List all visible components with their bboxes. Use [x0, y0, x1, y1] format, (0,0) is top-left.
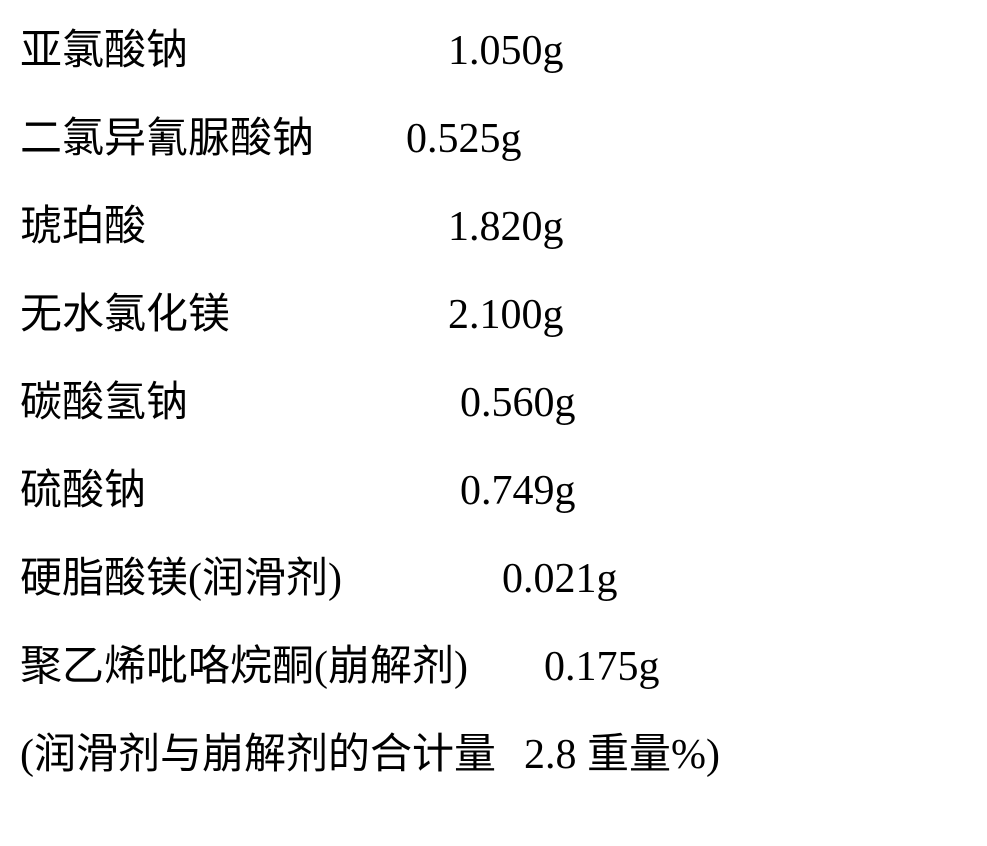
footer-amount: 2.8: [524, 732, 577, 778]
ingredient-value: 0.560g: [460, 382, 576, 424]
ingredient-label: 聚乙烯吡咯烷酮(崩解剂): [20, 646, 468, 688]
ingredient-label: 硬脂酸镁(润滑剂): [20, 558, 342, 600]
ingredient-value: 0.021g: [502, 558, 618, 600]
footer-unit: 重量%): [587, 732, 720, 778]
table-row: 硫酸钠 0.749g: [20, 470, 967, 512]
ingredient-label: 亚氯酸钠: [20, 30, 188, 72]
footer-note: (润滑剂与崩解剂的合计量 2.8 重量%): [20, 734, 967, 776]
table-row: 聚乙烯吡咯烷酮(崩解剂) 0.175g: [20, 646, 967, 688]
ingredient-value: 2.100g: [448, 294, 564, 336]
ingredient-label: 碳酸氢钠: [20, 382, 188, 424]
table-row: 碳酸氢钠 0.560g: [20, 382, 967, 424]
ingredient-value: 1.050g: [448, 30, 564, 72]
table-row: 硬脂酸镁(润滑剂) 0.021g: [20, 558, 967, 600]
ingredient-value: 0.525g: [406, 118, 522, 160]
table-row: 二氯异氰脲酸钠 0.525g: [20, 118, 967, 160]
ingredient-label: 硫酸钠: [20, 470, 146, 512]
ingredient-list: 亚氯酸钠 1.050g 二氯异氰脲酸钠 0.525g 琥珀酸 1.820g 无水…: [0, 0, 987, 796]
ingredient-value: 1.820g: [448, 206, 564, 248]
ingredient-value: 0.749g: [460, 470, 576, 512]
ingredient-label: 无水氯化镁: [20, 294, 230, 336]
ingredient-label: 二氯异氰脲酸钠: [20, 118, 314, 160]
footer-prefix: (润滑剂与崩解剂的合计量: [20, 732, 496, 778]
ingredient-label: 琥珀酸: [20, 206, 146, 248]
table-row: 亚氯酸钠 1.050g: [20, 30, 967, 72]
table-row: 无水氯化镁 2.100g: [20, 294, 967, 336]
table-row: 琥珀酸 1.820g: [20, 206, 967, 248]
ingredient-value: 0.175g: [544, 646, 660, 688]
